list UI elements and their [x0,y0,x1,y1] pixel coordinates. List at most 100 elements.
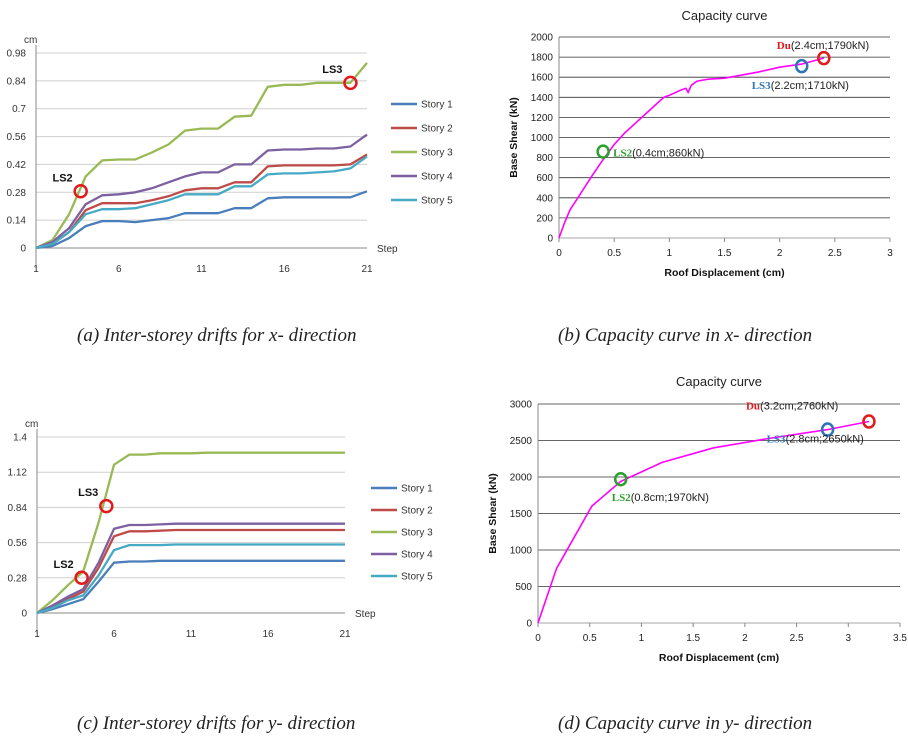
x-axis-label: Step [377,244,398,255]
x-axis-label: Roof Displacement (cm) [659,652,779,664]
capacity-curve [558,57,825,239]
marker-circle [862,414,876,429]
y-axis-label: cm [24,35,37,46]
y-tick-label: 1400 [531,93,554,104]
marker-circle [343,75,358,91]
y-tick-label: 0.98 [7,49,27,60]
y-tick-label: 0.14 [7,216,27,227]
x-tick-label: 0 [556,248,562,259]
marker-annotation: Du(2.4cm;1790kN) [777,40,869,52]
y-tick-label: 0 [20,244,26,255]
x-tick-label: 0.5 [583,633,597,644]
y-axis-label: Base Shear (kN) [487,473,499,554]
marker-circle [613,471,628,487]
y-tick-label: 0.84 [8,503,28,514]
capacity-chart-x: Capacity curve 0 200 400 600 800 1000 1200 1400 1… [508,8,893,279]
y-tick-label: 0.7 [12,104,26,115]
y-tick-label: 2000 [531,33,554,44]
y-tick-label: 0.28 [7,188,27,199]
x-tick-label: 1 [34,629,40,640]
marker-circle [820,422,835,437]
y-tick-label: 500 [515,582,532,593]
series-line-story-5 [36,543,345,615]
y-tick-label: 200 [536,213,553,224]
marker-value: (2.2cm;1710kN) [771,80,849,92]
y-tick-label: 0.42 [7,160,27,171]
marker-annotation: LS3(2.8cm;2650kN) [767,434,864,446]
x-tick-label: 0 [535,633,541,644]
y-tick-label: 1500 [510,509,533,520]
marker-label: LS3 [322,64,342,76]
x-tick-label: 11 [186,629,197,640]
series-line-story-3 [36,451,345,614]
y-tick-label: 1.12 [8,468,28,479]
caption-c: (c) Inter-storey drifts for y- direction [77,713,356,734]
y-axis-label: cm [25,419,38,430]
legend-label: Story 1 [401,484,433,495]
chart-title: Capacity curve [676,374,762,389]
x-axis-label: Roof Displacement (cm) [664,267,784,279]
marker-circle [596,144,610,159]
x-tick-label: 1 [639,633,645,644]
x-tick-label: 2 [742,633,748,644]
x-tick-label: 1 [33,264,39,275]
marker-label: LS3 [767,434,786,446]
y-tick-label: 1800 [531,53,554,64]
chart-title: Capacity curve [682,8,768,23]
marker-value: (3.2cm;2760kN) [760,401,838,413]
legend-label: Story 4 [401,550,433,561]
y-tick-label: 1200 [531,113,554,124]
marker-label: LS2 [53,559,73,571]
series-line-story-2 [35,153,368,250]
marker-value: (0.4cm;860kN) [632,148,704,160]
x-tick-label: 3 [887,248,893,259]
x-tick-label: 2.5 [828,248,842,259]
marker-annotation: LS2(0.8cm;1970kN) [612,492,709,504]
x-tick-label: 3.5 [893,633,907,644]
marker-label: Du [777,40,791,52]
marker-label: LS3 [752,80,771,92]
x-tick-label: 6 [111,629,117,640]
x-tick-label: 3 [846,633,852,644]
marker-value: (2.8cm;2650kN) [786,434,864,446]
marker-annotation: LS3(2.2cm;1710kN) [752,80,849,92]
y-tick-label: 1000 [531,133,554,144]
y-tick-label: 800 [536,153,553,164]
capacity-chart-y: Capacity curve 0 500 1000 1500 2000 2500 3000 0 0… [487,374,907,664]
legend-label: Story 4 [421,172,453,183]
marker-circle [73,184,88,199]
marker-circle [99,498,114,514]
series-line-story-3 [35,62,368,250]
x-tick-label: 21 [361,264,373,275]
y-tick-label: 0.56 [7,132,27,143]
series-line-story-5 [35,155,368,250]
x-axis-label: Step [355,609,376,620]
x-tick-label: 0.5 [607,248,621,259]
x-tick-label: 2 [777,248,783,259]
x-tick-label: 16 [279,264,291,275]
y-tick-label: 2500 [510,436,533,447]
y-tick-label: 0 [547,234,553,245]
x-tick-label: 11 [196,264,207,275]
x-tick-label: 1 [667,248,673,259]
series-line-story-1 [36,559,345,615]
series-line-story-4 [35,133,368,250]
y-tick-label: 1.4 [13,433,27,444]
marker-circle [74,570,89,586]
legend-label: Story 1 [421,100,453,111]
marker-annotation: Du(3.2cm;2760kN) [746,401,838,413]
x-tick-label: 1.5 [686,633,700,644]
y-tick-label: 600 [536,173,553,184]
x-tick-label: 21 [339,629,351,640]
legend-label: Story 5 [421,196,453,207]
y-tick-label: 0.84 [7,76,27,87]
marker-circle [817,50,831,66]
marker-label: LS3 [78,487,98,499]
legend-label: Story 2 [421,124,453,135]
legend-label: Story 5 [401,572,433,583]
x-tick-label: 16 [262,629,274,640]
x-tick-label: 6 [116,264,122,275]
capacity-curve [537,420,870,624]
